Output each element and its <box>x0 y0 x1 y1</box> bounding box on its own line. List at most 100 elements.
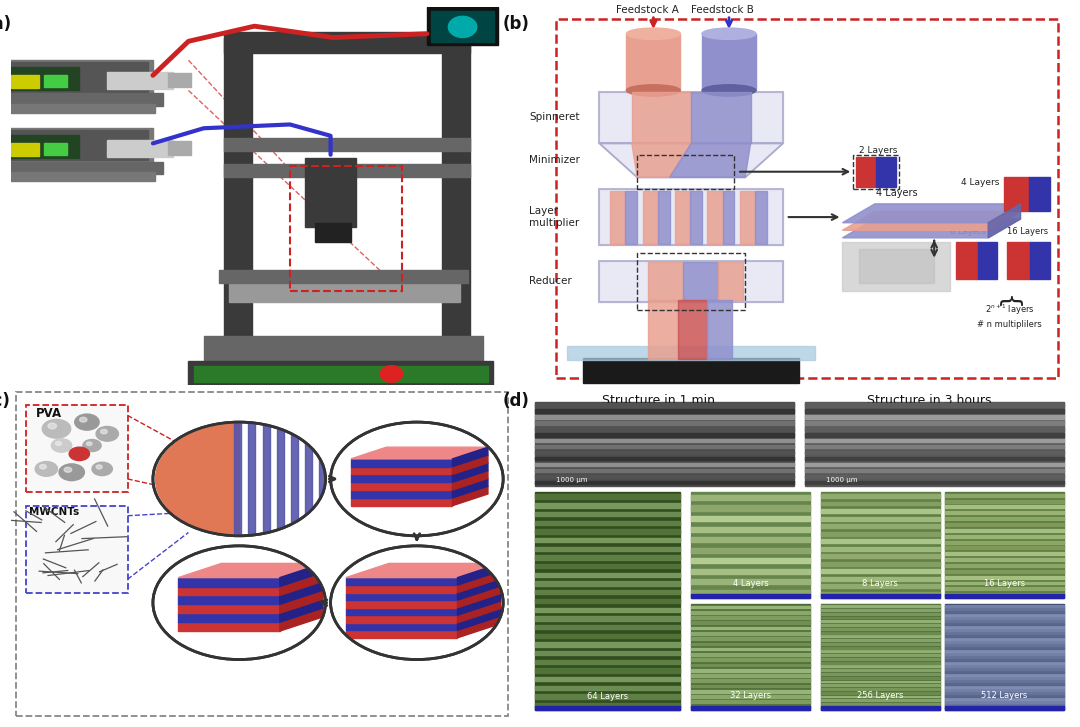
Bar <box>821 635 940 638</box>
Bar <box>821 509 940 513</box>
Bar <box>821 620 940 622</box>
Bar <box>44 143 67 148</box>
Bar <box>945 629 1064 631</box>
Bar <box>9 67 79 89</box>
Bar <box>691 547 810 553</box>
Polygon shape <box>453 478 488 498</box>
Bar <box>431 12 494 42</box>
Bar <box>821 562 940 566</box>
Bar <box>805 402 1064 486</box>
Circle shape <box>64 467 71 473</box>
Bar <box>945 707 1064 709</box>
Circle shape <box>330 546 503 659</box>
Bar <box>876 156 896 187</box>
Polygon shape <box>178 563 323 577</box>
Bar <box>945 511 1064 514</box>
Polygon shape <box>453 447 488 467</box>
Bar <box>821 532 940 536</box>
Bar <box>637 253 745 310</box>
Bar <box>821 547 940 550</box>
Bar <box>702 33 756 90</box>
Polygon shape <box>346 563 501 577</box>
Bar <box>535 659 680 664</box>
Circle shape <box>380 366 403 382</box>
Bar <box>306 158 356 227</box>
Bar <box>821 594 940 598</box>
Bar <box>821 643 940 645</box>
Bar <box>805 451 1064 454</box>
Bar <box>535 706 680 710</box>
Polygon shape <box>453 463 488 482</box>
Bar <box>178 595 280 604</box>
Bar <box>945 505 1064 508</box>
Bar <box>945 662 1064 664</box>
Bar <box>535 445 794 449</box>
Bar <box>691 606 810 608</box>
Bar <box>178 604 280 614</box>
Bar <box>427 7 498 45</box>
Bar <box>821 494 940 498</box>
Text: 1000 μm: 1000 μm <box>556 478 588 483</box>
Polygon shape <box>842 212 1021 230</box>
Bar <box>691 505 810 511</box>
Bar <box>945 692 1064 694</box>
Bar <box>945 654 1064 655</box>
Bar <box>691 659 810 661</box>
Bar <box>193 366 488 382</box>
Bar <box>805 469 1064 473</box>
Bar <box>535 433 794 436</box>
Bar <box>346 615 458 623</box>
Bar <box>945 671 1064 672</box>
Bar <box>535 599 680 603</box>
Bar <box>821 677 940 679</box>
Bar <box>535 463 794 467</box>
Text: MWCNTs: MWCNTs <box>28 507 79 517</box>
Text: Reducer: Reducer <box>529 276 572 286</box>
Text: # n multiplilers: # n multiplilers <box>977 321 1042 329</box>
Bar <box>945 558 1064 561</box>
Bar <box>26 406 127 492</box>
Bar <box>805 481 1064 484</box>
Bar <box>535 427 794 430</box>
Bar <box>351 498 453 506</box>
Bar <box>204 336 483 363</box>
Polygon shape <box>280 590 323 614</box>
Bar <box>1 161 163 174</box>
Bar <box>945 656 1064 658</box>
Bar <box>535 643 680 646</box>
Ellipse shape <box>626 85 680 96</box>
Bar <box>625 190 637 244</box>
Bar <box>219 270 468 284</box>
Ellipse shape <box>702 85 756 96</box>
Text: 8 Layers: 8 Layers <box>950 227 986 236</box>
Bar <box>805 421 1064 425</box>
Bar <box>945 675 1064 676</box>
Polygon shape <box>453 486 488 506</box>
Circle shape <box>100 430 107 434</box>
Bar <box>805 457 1064 460</box>
Bar <box>234 422 241 536</box>
Bar <box>178 622 280 631</box>
Bar <box>691 526 810 532</box>
Bar <box>535 492 680 710</box>
Bar <box>805 403 1064 406</box>
Bar <box>805 445 1064 449</box>
Bar <box>346 585 458 593</box>
Circle shape <box>92 462 112 475</box>
Bar <box>1 60 153 95</box>
Bar <box>821 585 940 588</box>
Bar <box>945 647 1064 648</box>
Bar <box>346 608 458 615</box>
Polygon shape <box>458 563 501 585</box>
Bar <box>821 703 940 705</box>
Bar <box>945 623 1064 624</box>
Bar <box>599 260 783 302</box>
Circle shape <box>36 462 57 476</box>
Ellipse shape <box>626 28 680 39</box>
Polygon shape <box>453 455 488 475</box>
Bar <box>691 516 810 521</box>
Bar <box>610 190 625 244</box>
Polygon shape <box>458 571 501 593</box>
Bar <box>535 409 794 413</box>
Bar <box>691 537 810 542</box>
